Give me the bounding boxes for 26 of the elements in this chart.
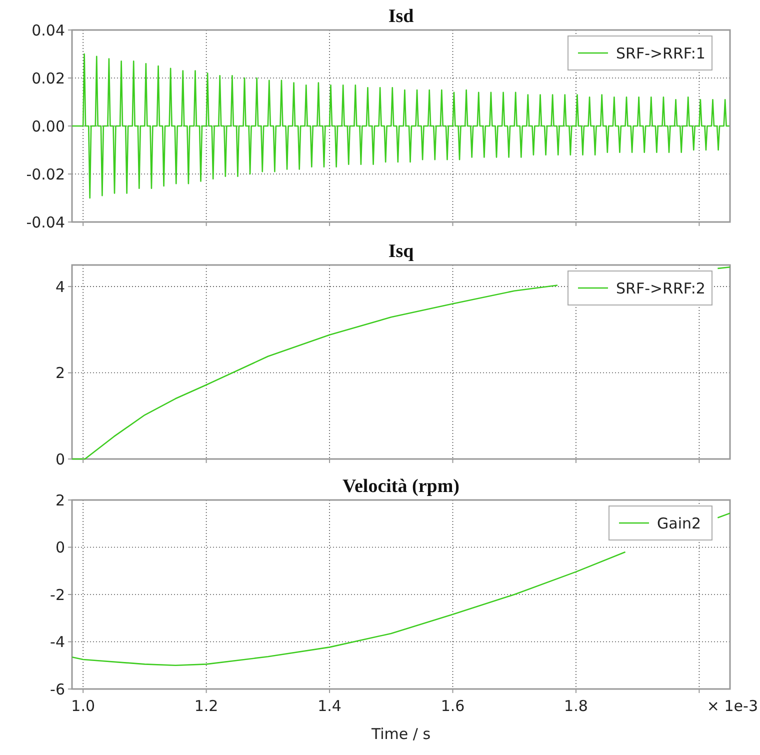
chart-title: Velocità (rpm) xyxy=(342,476,460,497)
x-axis-title: Time / s xyxy=(370,725,431,743)
x-tick-label: 1.4 xyxy=(318,697,342,715)
chart-title: Isq xyxy=(388,241,414,262)
y-tick-label: 2 xyxy=(55,491,65,510)
y-tick-label: -4 xyxy=(50,633,65,651)
x-tick-label: 1.6 xyxy=(440,697,465,715)
text: × 1e-3 xyxy=(706,697,758,715)
y-tick-label: 4 xyxy=(55,278,65,296)
y-tick-label: 0.04 xyxy=(32,21,65,40)
y-tick-label: -0.02 xyxy=(26,165,65,184)
chart-title: Isd xyxy=(388,6,414,27)
legend-label: Gain2 xyxy=(657,514,702,532)
x-tick-label: 1.8 xyxy=(564,697,588,715)
y-tick-label: 0 xyxy=(55,450,65,468)
y-tick-label: -6 xyxy=(50,680,65,698)
x-tick-label: 1.0 xyxy=(71,697,96,715)
y-tick-label: -2 xyxy=(50,586,65,604)
legend-label: SRF->RRF:1 xyxy=(616,44,706,62)
legend-label: SRF->RRF:2 xyxy=(616,279,706,298)
x-tick-label: 1.2 xyxy=(194,697,218,715)
y-tick-label: 0.02 xyxy=(32,69,65,88)
y-tick-label: 0.00 xyxy=(32,117,65,136)
y-tick-label: 2 xyxy=(55,364,65,382)
y-tick-label: 0 xyxy=(55,538,65,556)
y-tick-label: -0.04 xyxy=(26,213,65,232)
